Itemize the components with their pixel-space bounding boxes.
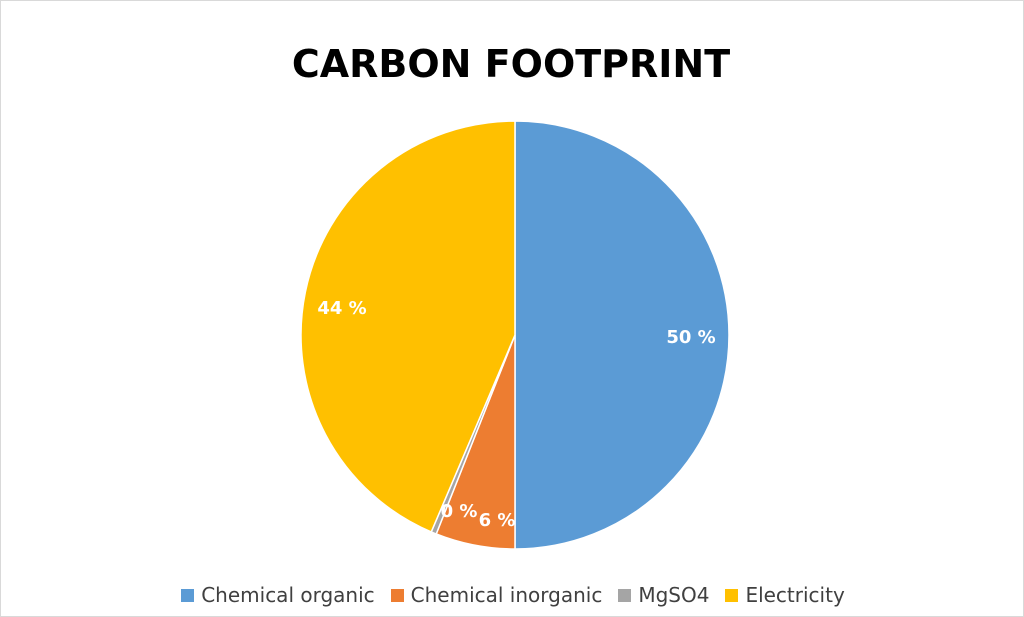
legend-item-chemical-inorganic: Chemical inorganic (390, 583, 603, 607)
chart-legend: Chemical organic Chemical inorganic MgSO4 E… (1, 583, 1024, 607)
legend-label: Chemical organic (201, 583, 375, 607)
pie-slice-chemical-organic (514, 120, 730, 550)
legend-label: Electricity (745, 583, 845, 607)
legend-swatch (181, 588, 195, 602)
legend-swatch (390, 588, 404, 602)
legend-label: Chemical inorganic (410, 583, 603, 607)
legend-item-electricity: Electricity (725, 583, 845, 607)
chart-title: CARBON FOOTPRINT (291, 42, 731, 86)
pie-slice-electricity (300, 120, 516, 533)
legend-item-mgso4: MgSO4 (618, 583, 709, 607)
legend-swatch (725, 588, 739, 602)
legend-swatch (618, 588, 632, 602)
legend-label: MgSO4 (638, 583, 710, 607)
data-label-mgso4: 0 % (441, 501, 478, 522)
data-label-chemical-inorganic: 6 % (479, 510, 516, 531)
data-label-chemical-organic: 50 % (666, 327, 715, 348)
data-label-electricity: 44 % (317, 298, 366, 319)
legend-item-chemical-organic: Chemical organic (181, 583, 375, 607)
